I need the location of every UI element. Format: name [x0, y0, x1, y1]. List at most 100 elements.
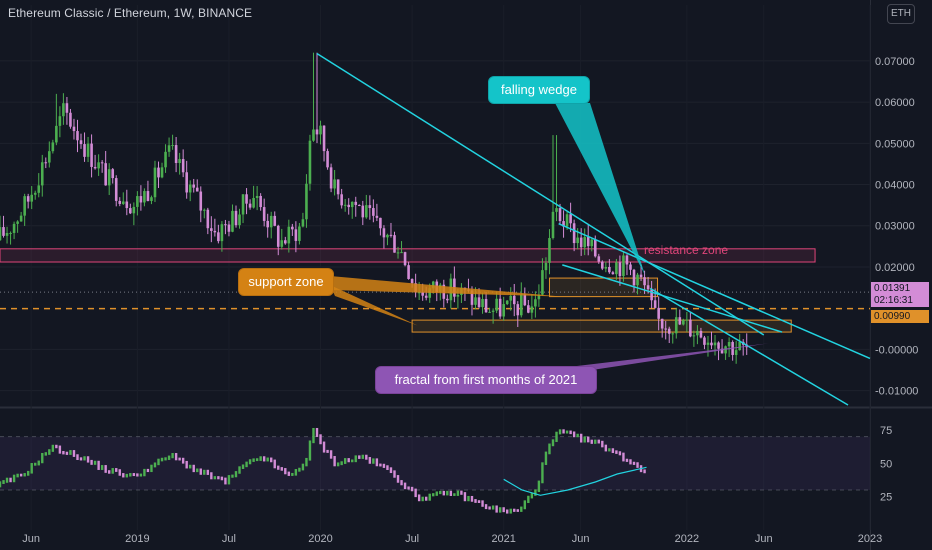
candle-body[interactable]	[213, 230, 217, 233]
candle-body[interactable]	[632, 269, 636, 286]
candle-body[interactable]	[706, 342, 710, 345]
candle-body[interactable]	[519, 294, 523, 316]
candle-body[interactable]	[523, 294, 527, 306]
candle-body[interactable]	[562, 221, 565, 227]
candle-body[interactable]	[100, 162, 104, 164]
candle-body[interactable]	[586, 237, 590, 247]
candle-body[interactable]	[262, 207, 266, 221]
price-axis[interactable]: 0.07000 0.06000 0.05000 0.04000 0.03000 0.020…	[875, 56, 918, 398]
candle-body[interactable]	[530, 306, 534, 313]
candle-body[interactable]	[294, 229, 298, 241]
candle-body[interactable]	[139, 196, 143, 203]
candle-body[interactable]	[111, 169, 115, 179]
candle-body[interactable]	[579, 237, 583, 248]
candle-body[interactable]	[660, 318, 664, 329]
candle-body[interactable]	[734, 350, 738, 355]
candle-body[interactable]	[357, 204, 361, 206]
candle-body[interactable]	[252, 197, 255, 208]
candle-body[interactable]	[393, 235, 396, 253]
candle-body[interactable]	[276, 225, 280, 247]
candle-body[interactable]	[308, 140, 312, 184]
candle-body[interactable]	[319, 125, 322, 135]
candle-body[interactable]	[202, 209, 206, 211]
candle-body[interactable]	[410, 278, 414, 284]
candle-body[interactable]	[717, 342, 720, 349]
candle-body[interactable]	[516, 304, 520, 316]
candle-body[interactable]	[643, 277, 646, 286]
candle-body[interactable]	[174, 145, 178, 164]
candle-body[interactable]	[650, 289, 653, 301]
candle-body[interactable]	[551, 211, 555, 239]
candle-body[interactable]	[298, 226, 301, 241]
candle-body[interactable]	[724, 346, 727, 354]
candle-body[interactable]	[502, 304, 505, 317]
support-zone-callout[interactable]: support zone	[238, 268, 334, 296]
candle-body[interactable]	[569, 214, 572, 224]
candle-body[interactable]	[446, 298, 449, 301]
candle-body[interactable]	[12, 223, 16, 233]
candle-body[interactable]	[269, 215, 273, 228]
candle-body[interactable]	[657, 307, 660, 319]
candle-body[interactable]	[481, 299, 484, 308]
candle-body[interactable]	[474, 297, 477, 305]
candle-body[interactable]	[555, 208, 558, 212]
candle-body[interactable]	[329, 167, 333, 189]
candle-body[interactable]	[548, 238, 551, 263]
candle-body[interactable]	[699, 330, 703, 338]
candle-body[interactable]	[379, 217, 382, 229]
candle-body[interactable]	[37, 185, 41, 193]
candle-body[interactable]	[590, 239, 594, 247]
candle-body[interactable]	[713, 342, 717, 346]
candle-body[interactable]	[199, 191, 203, 211]
candle-body[interactable]	[48, 151, 51, 163]
candle-body[interactable]	[689, 319, 692, 337]
candle-body[interactable]	[185, 172, 188, 193]
candle-body[interactable]	[44, 162, 48, 164]
candle-body[interactable]	[565, 214, 569, 227]
candle-body[interactable]	[9, 232, 12, 234]
candle-body[interactable]	[639, 274, 643, 278]
candle-body[interactable]	[69, 112, 72, 127]
candle-body[interactable]	[664, 328, 668, 330]
trendline[interactable]	[649, 287, 849, 406]
candle-body[interactable]	[636, 274, 639, 286]
candle-body[interactable]	[400, 252, 403, 254]
candle-body[interactable]	[125, 201, 129, 209]
candle-body[interactable]	[273, 215, 277, 226]
trendline[interactable]	[562, 264, 783, 333]
candle-body[interactable]	[537, 294, 541, 300]
candle-body[interactable]	[417, 292, 421, 294]
candle-body[interactable]	[333, 179, 336, 189]
candle-body[interactable]	[512, 295, 516, 305]
candle-body[interactable]	[23, 196, 26, 216]
candle-body[interactable]	[682, 320, 685, 325]
candle-body[interactable]	[245, 194, 248, 204]
candle-body[interactable]	[287, 226, 291, 244]
candle-body[interactable]	[121, 201, 125, 204]
candle-body[interactable]	[604, 266, 608, 269]
candle-body[interactable]	[217, 232, 220, 242]
candle-body[interactable]	[280, 240, 284, 247]
candle-body[interactable]	[611, 272, 615, 275]
candle-body[interactable]	[597, 256, 601, 262]
price-tick-label[interactable]: 0.07000	[875, 56, 915, 68]
time-tick-label[interactable]: Jun	[22, 533, 40, 545]
candle-body[interactable]	[354, 201, 358, 205]
time-tick-label[interactable]: 2021	[491, 533, 515, 545]
candle-body[interactable]	[58, 116, 62, 126]
candle-body[interactable]	[266, 220, 269, 228]
candle-body[interactable]	[157, 167, 160, 178]
falling-wedge-callout[interactable]: falling wedge	[488, 76, 590, 104]
candle-body[interactable]	[76, 131, 79, 141]
candles-layer[interactable]	[0, 52, 749, 364]
candle-body[interactable]	[340, 194, 343, 206]
candle-body[interactable]	[527, 305, 530, 313]
candle-body[interactable]	[195, 187, 199, 192]
candle-body[interactable]	[234, 210, 238, 226]
price-tick-label[interactable]: -0.01000	[875, 386, 918, 398]
candle-body[interactable]	[372, 208, 375, 216]
candle-body[interactable]	[291, 226, 294, 230]
candle-body[interactable]	[93, 166, 97, 169]
candle-body[interactable]	[118, 200, 122, 204]
candle-body[interactable]	[576, 237, 579, 244]
